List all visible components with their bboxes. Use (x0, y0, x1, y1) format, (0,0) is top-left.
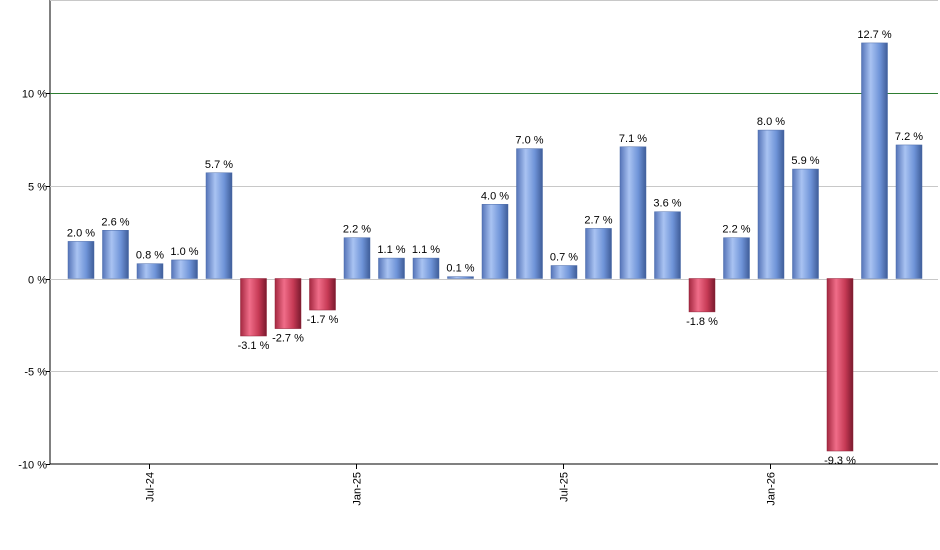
y-tick-label: -5 % (24, 367, 47, 379)
data-label-1: 2.0 % (67, 227, 95, 239)
bar-13 (481, 204, 509, 279)
bar-25 (895, 144, 923, 279)
data-label-14: 7.0 % (515, 135, 543, 147)
data-label-11: 1.1 % (412, 244, 440, 256)
data-label-12: 0.1 % (446, 263, 474, 275)
data-label-6: -3.1 % (238, 340, 270, 352)
x-tick-label: Jul-25 (559, 472, 571, 502)
bar-6 (240, 278, 267, 337)
data-label-20: 2.2 % (722, 224, 750, 236)
bar-17 (619, 146, 647, 279)
data-label-19: -1.8 % (686, 316, 718, 328)
data-label-17: 7.1 % (619, 133, 647, 145)
gridlines (50, 0, 938, 372)
bar-14 (516, 148, 543, 279)
x-tick-label: Jan-25 (352, 472, 364, 506)
data-label-22: 5.9 % (791, 155, 819, 167)
bars (67, 42, 923, 452)
data-label-23: -9.3 % (824, 455, 856, 467)
bar-7 (274, 278, 302, 329)
data-label-24: 12.7 % (857, 29, 891, 41)
bar-16 (585, 228, 612, 279)
data-label-2: 2.6 % (101, 216, 129, 228)
data-label-21: 8.0 % (757, 116, 785, 128)
bar-20 (723, 237, 750, 279)
data-label-25: 7.2 % (895, 131, 923, 143)
plot-frame (49, 0, 938, 465)
data-label-10: 1.1 % (377, 244, 405, 256)
data-label-18: 3.6 % (653, 198, 681, 210)
y-tick-label: 5 % (28, 182, 47, 194)
data-label-13: 4.0 % (481, 190, 509, 202)
bar-8 (309, 278, 336, 311)
y-tick-label: 0 % (28, 275, 47, 287)
data-label-7: -2.7 % (272, 333, 304, 345)
bar-5 (205, 172, 233, 279)
bar-12 (447, 276, 474, 279)
bar-10 (378, 257, 405, 279)
bar-18 (654, 211, 681, 279)
bar-11 (412, 257, 440, 279)
bar-2 (102, 230, 129, 279)
bar-21 (757, 129, 785, 279)
x-axis-ticks: Jul-24 Jan-25 Jul-25 Jan-26 (145, 464, 778, 506)
data-label-16: 2.7 % (584, 214, 612, 226)
data-label-9: 2.2 % (343, 224, 371, 236)
bar-19 (688, 278, 716, 313)
bar-1 (67, 241, 95, 279)
y-axis-ticks: 10 % 5 % 0 % -5 % -10 % (18, 89, 50, 472)
bar-22 (792, 168, 819, 279)
data-label-15: 0.7 % (550, 252, 578, 264)
bar-23 (826, 278, 854, 452)
y-tick-label: 10 % (22, 89, 47, 101)
bar-9 (343, 237, 371, 279)
data-label-3: 0.8 % (136, 250, 164, 262)
data-label-8: -1.7 % (307, 314, 339, 326)
bar-4 (171, 259, 198, 279)
bar-3 (136, 263, 164, 279)
data-labels: 2.0 %2.6 %0.8 % 1.0 %5.7 %-3.1 %-2.7 %-1.… (67, 29, 923, 467)
data-label-5: 5.7 % (205, 159, 233, 171)
x-tick-label: Jul-24 (145, 472, 157, 502)
x-tick-label: Jan-26 (766, 472, 778, 506)
y-tick-label: -10 % (18, 460, 47, 472)
bar-15 (550, 265, 578, 279)
bar-24 (861, 42, 888, 279)
data-label-4: 1.0 % (170, 246, 198, 258)
